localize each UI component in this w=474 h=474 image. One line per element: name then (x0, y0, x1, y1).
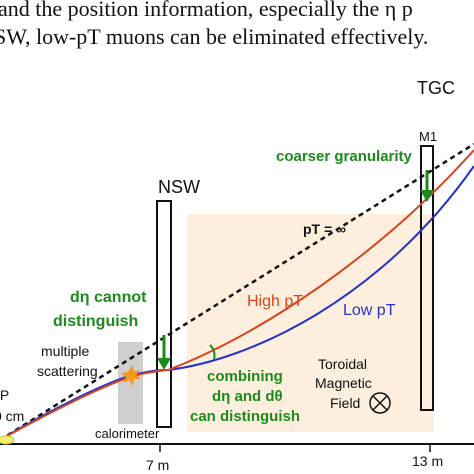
toroidal-field-label-1: Toroidal (318, 356, 367, 372)
calorimeter-label: calorimeter (95, 426, 160, 441)
pt-infinity-label: pT = ∞ (303, 221, 346, 237)
caption-line-1: and the position information, especially… (0, 0, 413, 21)
combining-label-2: dη and dθ (212, 388, 283, 405)
distance-7m-label: 7 m (146, 457, 169, 473)
low-pt-label: Low pT (343, 302, 396, 319)
combining-label-3: can distinguish (190, 408, 300, 425)
toroidal-field-label-3: Field (330, 395, 360, 411)
combining-label-1: combining (207, 368, 283, 385)
high-pt-label: High pT (247, 293, 303, 310)
nsw-label: NSW (158, 177, 200, 197)
field-cross-b (372, 395, 388, 411)
field-into-page-icon (369, 392, 391, 414)
magnetic-field-region (187, 214, 434, 432)
multiple-scattering-label-1: multiple (41, 343, 89, 359)
angle-arc (209, 344, 216, 361)
high-pt-trajectory (0, 149, 474, 441)
m1-arrow-head-icon (420, 190, 434, 202)
nsw-detector (156, 200, 172, 428)
nsw-arrow-head-icon (157, 358, 171, 370)
deta-cannot-label-2: distinguish (53, 313, 138, 330)
tgc-label: TGC (417, 78, 455, 98)
distance-13m-label: 13 m (412, 453, 443, 469)
caption-line-2: SW, low-pT muons can be eliminated effec… (0, 24, 428, 49)
ip-marker (0, 435, 15, 445)
tgc-m1-detector (420, 145, 434, 411)
deta-cannot-label-1: dη cannot (70, 289, 147, 306)
calorimeter-block (118, 342, 143, 424)
cm-label: 0 cm (0, 408, 24, 424)
scattering-star-icon (121, 365, 141, 386)
infinite-pt-trajectory (0, 142, 474, 442)
multiple-scattering-label-2: scattering (37, 363, 98, 379)
toroidal-field-label-2: Magnetic (315, 375, 372, 391)
m1-label: M1 (419, 129, 437, 144)
ip-label: IP (0, 387, 9, 403)
coarser-granularity-label: coarser granularity (276, 148, 413, 165)
